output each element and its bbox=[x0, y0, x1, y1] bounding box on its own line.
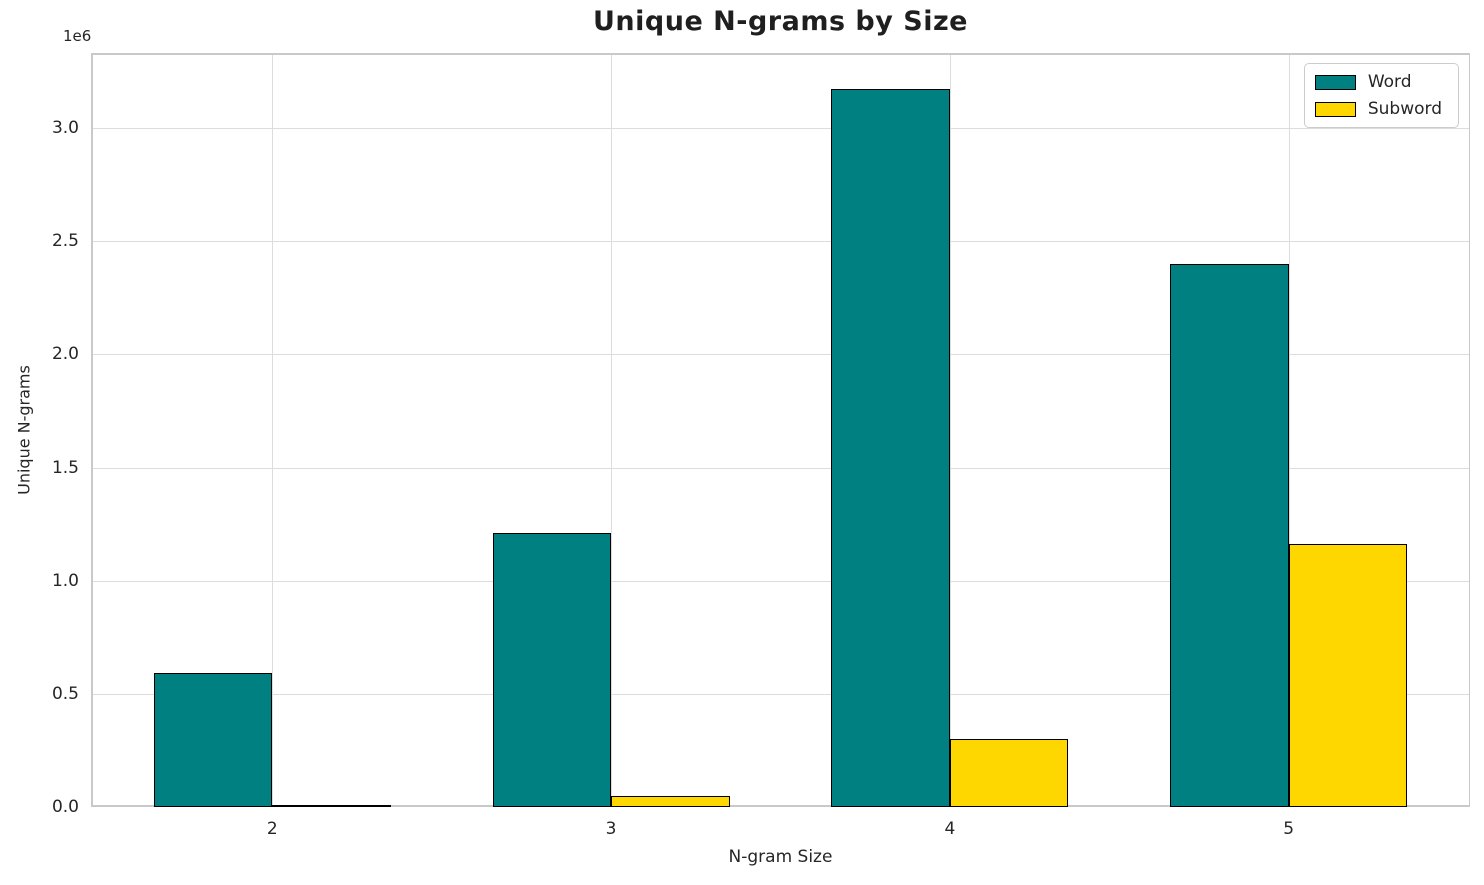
legend-swatch-subword bbox=[1314, 101, 1356, 117]
ytick-label-0.5: 0.5 bbox=[51, 683, 79, 704]
legend-item-word: Word bbox=[1314, 72, 1448, 92]
chart-title: Unique N-grams by Size bbox=[593, 6, 968, 37]
x-axis-label: N-gram Size bbox=[728, 847, 833, 867]
ytick-label-1.0: 1.0 bbox=[51, 570, 79, 591]
ytick-label-0.0: 0.0 bbox=[51, 797, 79, 817]
bar-subword-4 bbox=[949, 739, 1069, 807]
bar-subword-2 bbox=[272, 805, 391, 807]
ytick-label-1.5: 1.5 bbox=[51, 457, 79, 478]
bar-subword-5 bbox=[1288, 544, 1408, 807]
gridline-y-0.5 bbox=[91, 693, 1470, 695]
gridline-y-1.5 bbox=[91, 467, 1470, 469]
axis-spine-right bbox=[1468, 53, 1470, 807]
gridline-y-2.0 bbox=[91, 354, 1470, 356]
ytick-label-2.5: 2.5 bbox=[51, 231, 79, 252]
gridline-y-2.5 bbox=[91, 241, 1470, 243]
legend-label-word: Word bbox=[1367, 72, 1412, 92]
y-axis-offset-text: 1e6 bbox=[63, 27, 92, 45]
bar-word-5 bbox=[1170, 263, 1289, 807]
gridline-x-3 bbox=[611, 53, 613, 807]
bar-word-3 bbox=[492, 533, 612, 807]
legend-swatch-word bbox=[1314, 74, 1356, 90]
xtick-label-5: 5 bbox=[1283, 819, 1295, 839]
bar-word-2 bbox=[153, 673, 273, 807]
legend: Word Subword bbox=[1303, 63, 1459, 128]
bar-word-4 bbox=[831, 89, 950, 807]
ytick-label-3.0: 3.0 bbox=[51, 117, 79, 138]
bar-subword-3 bbox=[611, 795, 730, 807]
xtick-label-4: 4 bbox=[944, 819, 956, 839]
legend-label-subword: Subword bbox=[1367, 99, 1442, 119]
axis-spine-bottom bbox=[91, 805, 1470, 807]
axis-spine-top bbox=[91, 53, 1470, 55]
ytick-label-2.0: 2.0 bbox=[51, 344, 79, 365]
legend-item-subword: Subword bbox=[1314, 99, 1448, 119]
gridline-y-3.0 bbox=[91, 127, 1470, 129]
gridline-x-4 bbox=[949, 53, 951, 807]
gridline-x-2 bbox=[272, 53, 274, 807]
xtick-label-3: 3 bbox=[605, 819, 617, 839]
plot-area bbox=[91, 53, 1470, 807]
gridline-y-1.0 bbox=[91, 580, 1470, 582]
gridline-x-5 bbox=[1288, 53, 1290, 807]
xtick-label-2: 2 bbox=[266, 819, 278, 839]
axis-spine-left bbox=[91, 53, 93, 807]
